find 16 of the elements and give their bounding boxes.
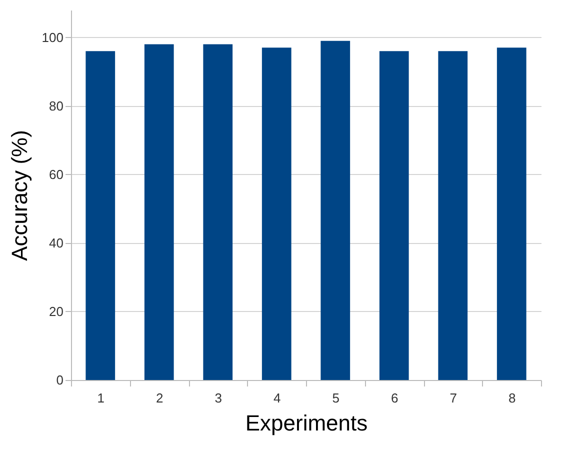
x-tick-label: 6 — [391, 390, 398, 406]
x-axis-title: Experiments — [245, 410, 368, 436]
x-tick-label: 1 — [97, 390, 104, 406]
y-tick-label: 80 — [49, 98, 64, 114]
x-tick-label: 7 — [450, 390, 457, 406]
x-tick-label: 4 — [274, 390, 281, 406]
y-tick-label: 0 — [56, 372, 64, 388]
x-tick-label: 3 — [214, 390, 222, 406]
x-tick-label: 8 — [508, 390, 516, 406]
x-tick-label: 5 — [332, 390, 340, 406]
y-tick-label: 40 — [49, 235, 64, 250]
y-tick-label: 20 — [49, 304, 64, 319]
y-axis-title: Accuracy (%) — [6, 130, 32, 261]
y-tick-label: 100 — [42, 30, 64, 45]
y-tick-label: 60 — [49, 166, 64, 182]
x-tick-label: 2 — [156, 390, 164, 406]
